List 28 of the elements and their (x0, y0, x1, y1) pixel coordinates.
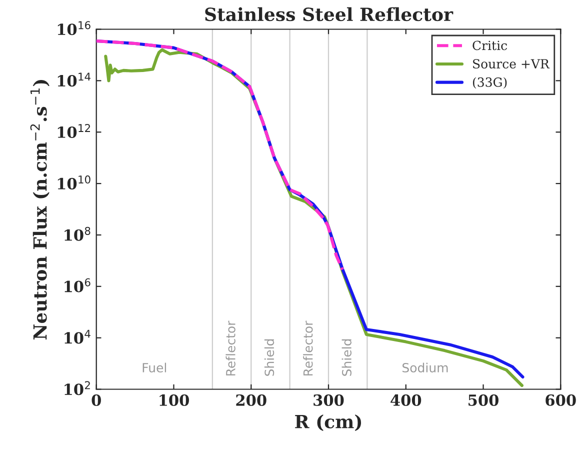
annotation: Reflector (226, 320, 236, 376)
y-axis-title: Neutron Flux (n.cm$^{−2}$.s$^{−1}$) (30, 80, 50, 340)
y-tick-label: 10$^{6}$ (64, 278, 90, 292)
annotation: Shield (342, 339, 352, 376)
y-tick-label: 10$^{8}$ (64, 226, 90, 241)
annotation: Shield (264, 339, 274, 376)
x-tick-label: 300 (314, 394, 344, 406)
y-tick-label: 10$^{16}$ (58, 21, 90, 36)
y-tick-label: 10$^{2}$ (64, 381, 90, 396)
legend-label: (33G) (472, 77, 507, 89)
x-tick-label: 400 (390, 394, 422, 406)
legend-label: Source +VR (473, 59, 550, 69)
x-tick-label: 600 (546, 394, 576, 406)
y-tick-label: 10$^{12}$ (58, 124, 90, 138)
y-tick-label: 10$^{14}$ (58, 72, 90, 87)
legend-label: Critic (472, 40, 507, 50)
x-tick-label: 200 (236, 394, 266, 406)
annotation: Sodium (402, 362, 448, 372)
chart-title: Stainless Steel Reflector (205, 7, 454, 22)
x-tick-label: 100 (160, 394, 189, 406)
y-tick-label: 10$^{10}$ (58, 175, 90, 190)
x-axis-title: R (cm) (295, 414, 362, 431)
x-tick-label: 500 (468, 394, 498, 406)
line-series (96, 39, 344, 272)
y-tick-label: 10$^{4}$ (64, 330, 90, 344)
x-tick-label: 0 (92, 394, 101, 406)
annotation: Fuel (142, 362, 166, 372)
annotation: Reflector (303, 320, 313, 376)
